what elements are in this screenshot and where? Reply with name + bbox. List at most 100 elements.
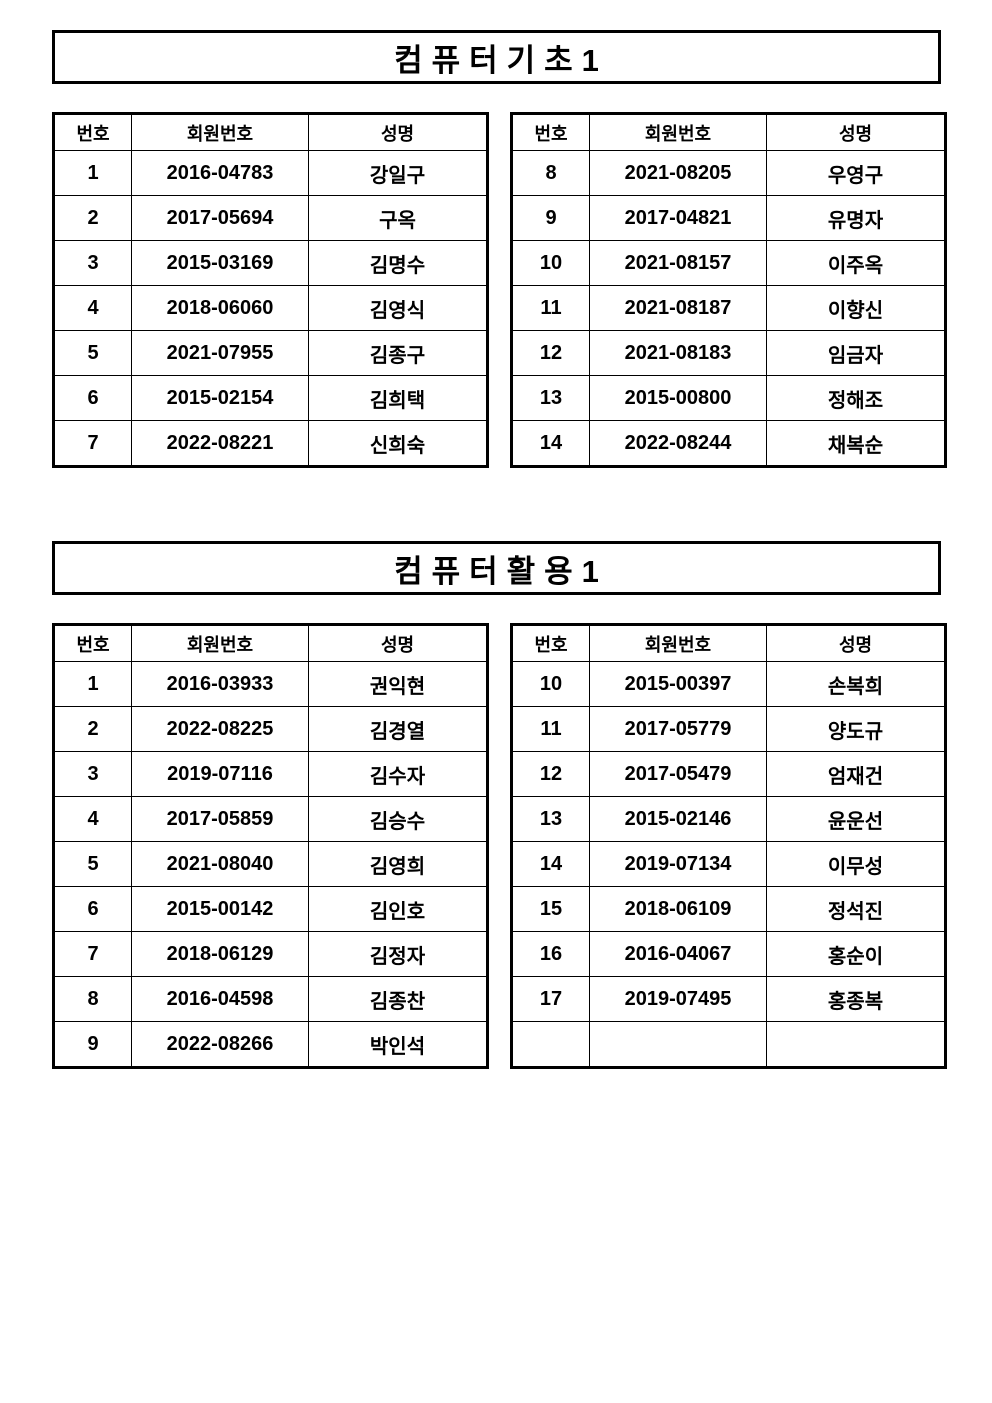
table-row: 5 2021-07955 김종구 xyxy=(53,330,488,376)
header-row: 번호 회원번호 성명 xyxy=(511,113,946,151)
cell-name: 채복순 xyxy=(766,420,946,467)
roster-table-application-left: 번호 회원번호 성명 1 2016-03933 권익현 2 2022-08225 김경열 3 201… xyxy=(52,623,489,1069)
cell-member-id: 2015-00800 xyxy=(589,375,767,421)
cell-name: 유명자 xyxy=(766,195,946,241)
table-row: 11 2021-08187 이향신 xyxy=(511,285,946,331)
cell-name: 권익현 xyxy=(308,661,488,707)
table-row: 4 2018-06060 김영식 xyxy=(53,285,488,331)
table-row: 10 2015-00397 손복희 xyxy=(511,661,946,707)
cell-number: 13 xyxy=(511,796,590,842)
table-row: 17 2019-07495 홍종복 xyxy=(511,976,946,1022)
table-row: 5 2021-08040 김영희 xyxy=(53,841,488,887)
cell-name: 양도규 xyxy=(766,706,946,752)
cell-number: 6 xyxy=(53,886,132,932)
cell-number: 9 xyxy=(511,195,590,241)
cell-number: 1 xyxy=(53,661,132,707)
table-row: 8 2016-04598 김종찬 xyxy=(53,976,488,1022)
cell-member-id: 2022-08221 xyxy=(131,420,309,467)
table-row: 1 2016-04783 강일구 xyxy=(53,150,488,196)
column-header-member-id: 회원번호 xyxy=(589,113,767,151)
cell-name: 엄재건 xyxy=(766,751,946,797)
cell-member-id: 2022-08244 xyxy=(589,420,767,467)
cell-name: 김정자 xyxy=(308,931,488,977)
column-header-number: 번호 xyxy=(53,624,132,662)
cell-member-id xyxy=(589,1021,767,1068)
cell-member-id: 2018-06129 xyxy=(131,931,309,977)
table-row: 14 2022-08244 채복순 xyxy=(511,420,946,467)
column-header-number: 번호 xyxy=(511,113,590,151)
cell-number: 12 xyxy=(511,751,590,797)
table-row: 9 2017-04821 유명자 xyxy=(511,195,946,241)
cell-number: 5 xyxy=(53,841,132,887)
cell-name: 박인석 xyxy=(308,1021,488,1068)
cell-name: 김수자 xyxy=(308,751,488,797)
cell-name: 김명수 xyxy=(308,240,488,286)
cell-number: 1 xyxy=(53,150,132,196)
cell-number: 17 xyxy=(511,976,590,1022)
column-header-member-id: 회원번호 xyxy=(131,624,309,662)
cell-number: 7 xyxy=(53,420,132,467)
cell-name: 손복희 xyxy=(766,661,946,707)
table-row: 3 2019-07116 김수자 xyxy=(53,751,488,797)
table-row: 9 2022-08266 박인석 xyxy=(53,1021,488,1068)
cell-name: 김인호 xyxy=(308,886,488,932)
cell-member-id: 2015-03169 xyxy=(131,240,309,286)
roster-table-application-right: 번호 회원번호 성명 10 2015-00397 손복희 11 2017-05779 양도규 12… xyxy=(510,623,947,1069)
cell-name: 우영구 xyxy=(766,150,946,196)
cell-name: 정석진 xyxy=(766,886,946,932)
header-row: 번호 회원번호 성명 xyxy=(511,624,946,662)
cell-name: 이주옥 xyxy=(766,240,946,286)
cell-member-id: 2015-00397 xyxy=(589,661,767,707)
header-row: 번호 회원번호 성명 xyxy=(53,113,488,151)
cell-name: 김영식 xyxy=(308,285,488,331)
cell-name: 윤운선 xyxy=(766,796,946,842)
cell-number: 14 xyxy=(511,420,590,467)
cell-member-id: 2016-04067 xyxy=(589,931,767,977)
section-computer-application-1: 컴퓨터활용1 번호 회원번호 성명 1 2016-03933 권익현 2 2022-08225… xyxy=(52,541,947,1069)
cell-name xyxy=(766,1021,946,1068)
table-row: 2 2017-05694 구옥 xyxy=(53,195,488,241)
section-computer-basics-1: 컴퓨터기초1 번호 회원번호 성명 1 2016-04783 강일구 2 2017-05694… xyxy=(52,30,947,468)
cell-name: 김종찬 xyxy=(308,976,488,1022)
cell-member-id: 2017-04821 xyxy=(589,195,767,241)
table-row: 14 2019-07134 이무성 xyxy=(511,841,946,887)
table-row: 6 2015-02154 김희택 xyxy=(53,375,488,421)
cell-member-id: 2017-05779 xyxy=(589,706,767,752)
cell-name: 정해조 xyxy=(766,375,946,421)
table-row: 10 2021-08157 이주옥 xyxy=(511,240,946,286)
cell-name: 홍종복 xyxy=(766,976,946,1022)
cell-member-id: 2015-00142 xyxy=(131,886,309,932)
cell-name: 홍순이 xyxy=(766,931,946,977)
cell-name: 구옥 xyxy=(308,195,488,241)
table-row: 2 2022-08225 김경열 xyxy=(53,706,488,752)
cell-number: 12 xyxy=(511,330,590,376)
cell-member-id: 2021-08040 xyxy=(131,841,309,887)
column-header-number: 번호 xyxy=(511,624,590,662)
column-header-member-id: 회원번호 xyxy=(589,624,767,662)
table-row: 3 2015-03169 김명수 xyxy=(53,240,488,286)
cell-member-id: 2018-06109 xyxy=(589,886,767,932)
column-header-name: 성명 xyxy=(766,113,946,151)
cell-member-id: 2021-08205 xyxy=(589,150,767,196)
cell-name: 이향신 xyxy=(766,285,946,331)
cell-member-id: 2016-03933 xyxy=(131,661,309,707)
cell-number: 4 xyxy=(53,285,132,331)
cell-member-id: 2018-06060 xyxy=(131,285,309,331)
cell-member-id: 2017-05859 xyxy=(131,796,309,842)
cell-member-id: 2019-07134 xyxy=(589,841,767,887)
table-row: 7 2018-06129 김정자 xyxy=(53,931,488,977)
cell-member-id: 2015-02154 xyxy=(131,375,309,421)
table-row: 12 2021-08183 임금자 xyxy=(511,330,946,376)
cell-number: 11 xyxy=(511,285,590,331)
roster-table-basics-right: 번호 회원번호 성명 8 2021-08205 우영구 9 2017-04821 유명자 10 20… xyxy=(510,112,947,468)
column-header-name: 성명 xyxy=(308,624,488,662)
cell-number: 6 xyxy=(53,375,132,421)
table-row: 11 2017-05779 양도규 xyxy=(511,706,946,752)
table-row: 6 2015-00142 김인호 xyxy=(53,886,488,932)
cell-number xyxy=(511,1021,590,1068)
cell-member-id: 2022-08225 xyxy=(131,706,309,752)
cell-name: 김영희 xyxy=(308,841,488,887)
cell-name: 강일구 xyxy=(308,150,488,196)
column-header-name: 성명 xyxy=(766,624,946,662)
